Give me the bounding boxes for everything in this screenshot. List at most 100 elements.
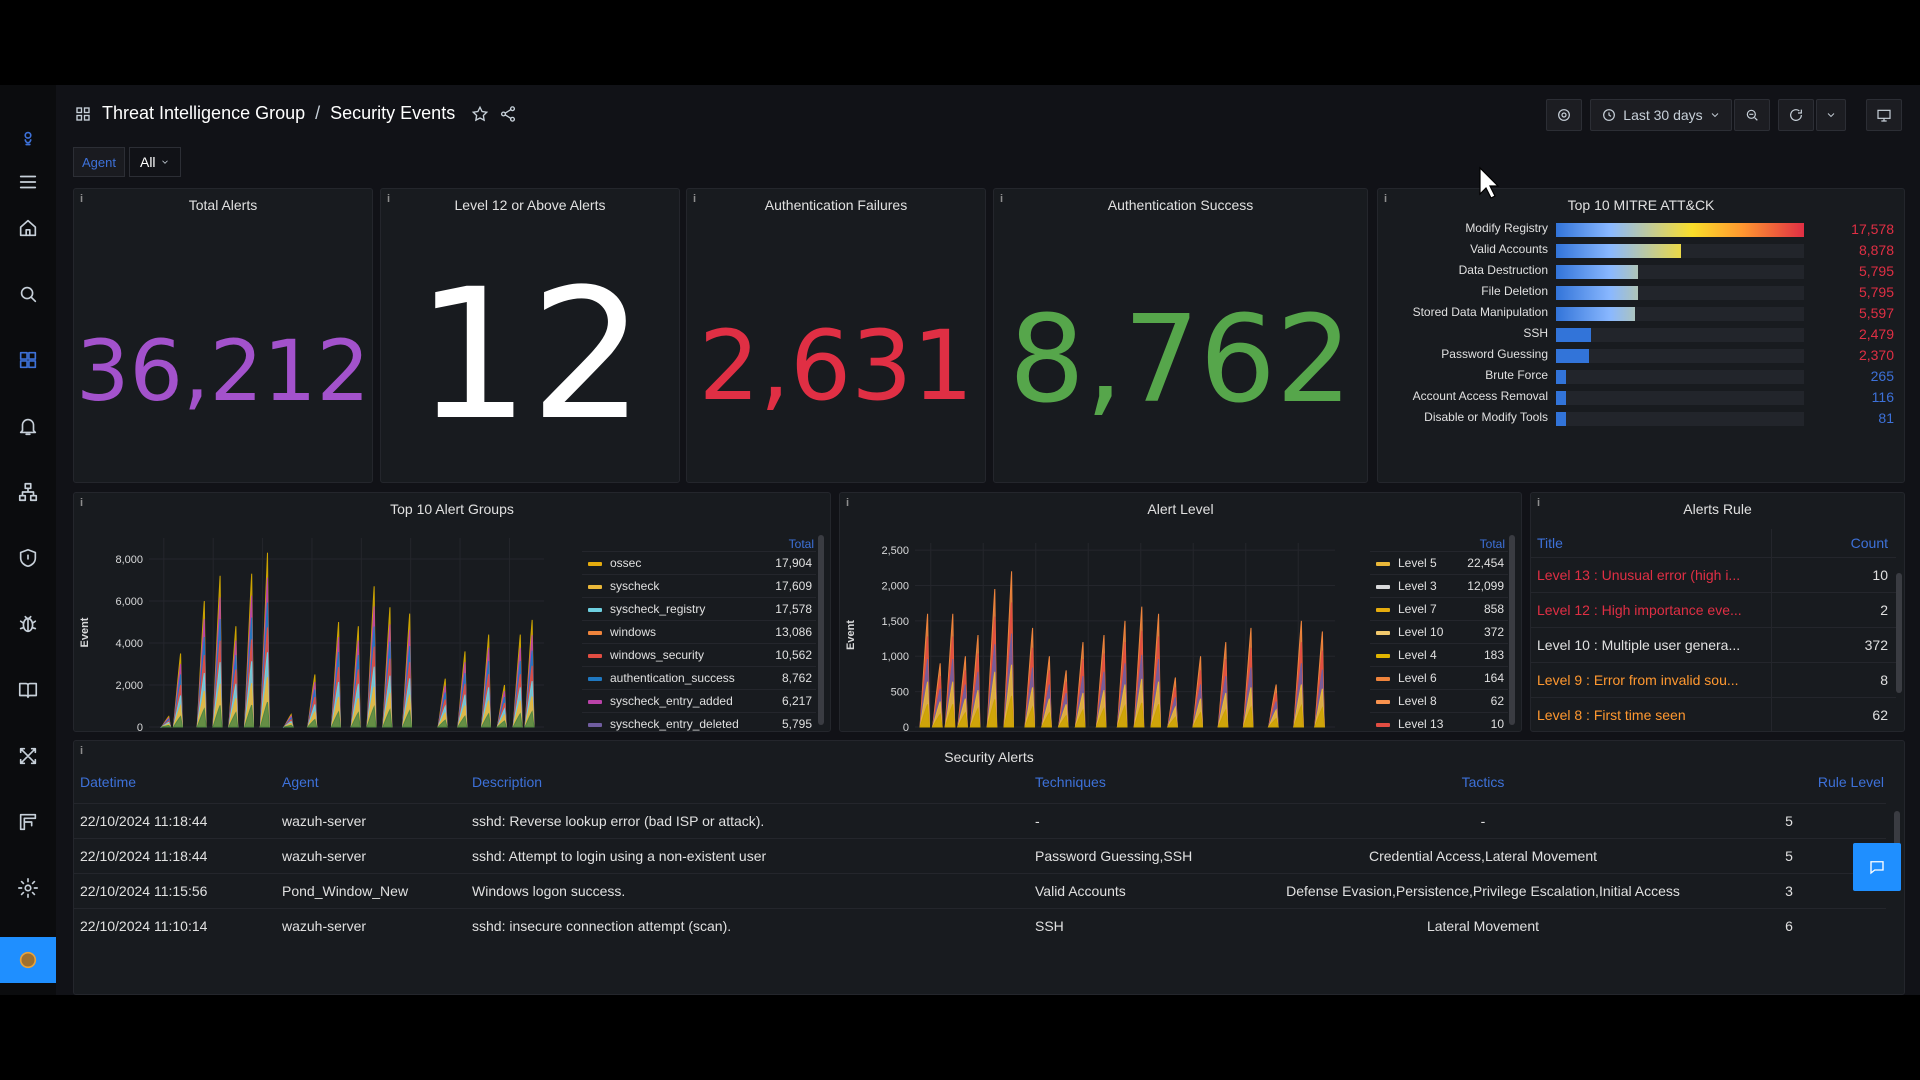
refresh-button[interactable] — [1778, 99, 1814, 131]
mitre-label: SSH — [1523, 326, 1548, 340]
legend-name: syscheck_entry_added — [610, 694, 733, 708]
alerts-rule-row[interactable]: Level 10 : Multiple user genera... 372 — [1531, 627, 1896, 663]
mitre-label: Account Access Removal — [1412, 389, 1548, 403]
chat-button[interactable] — [1853, 843, 1901, 891]
home-icon[interactable] — [0, 206, 56, 250]
mitre-row[interactable]: Account Access Removal 116 — [1378, 385, 1904, 409]
col-agent-header[interactable]: Agent — [282, 774, 319, 790]
refresh-interval-dropdown[interactable] — [1816, 99, 1846, 131]
alert-level-chart[interactable]: 05001,0001,5002,0002,500Event09/2309/271… — [840, 493, 1360, 732]
legend-total-header[interactable]: Total — [1479, 537, 1505, 551]
col-rule-level-header[interactable]: Rule Level — [1817, 774, 1884, 790]
flow-icon[interactable] — [0, 800, 56, 844]
legend-item[interactable]: syscheck 17,609 — [582, 574, 816, 597]
info-icon[interactable]: i — [1000, 193, 1004, 205]
breadcrumb-folder[interactable]: Threat Intelligence Group — [102, 103, 306, 123]
mitre-row[interactable]: File Deletion 5,795 — [1378, 280, 1904, 304]
mitre-row[interactable]: Password Guessing 2,370 — [1378, 343, 1904, 367]
tv-mode-button[interactable] — [1866, 99, 1902, 131]
alerting-icon[interactable] — [0, 404, 56, 448]
panel-total-alerts[interactable]: i Total Alerts 36,212 — [73, 188, 373, 483]
panel-security-alerts[interactable]: i Security Alerts Datetime Agent Descrip… — [73, 740, 1905, 995]
connections-icon[interactable] — [0, 470, 56, 514]
info-icon[interactable]: i — [693, 193, 697, 205]
col-description-header[interactable]: Description — [472, 774, 543, 790]
info-icon[interactable]: i — [846, 497, 850, 509]
legend-item[interactable]: windows 13,086 — [582, 620, 816, 643]
mitre-row[interactable]: Modify Registry 17,578 — [1378, 217, 1904, 241]
panel-alert-level[interactable]: i Alert Level 0 500 1,000 1,500 2,000 2,500 Ev… — [839, 492, 1522, 732]
panel-top-alert-groups[interactable]: i Top 10 Alert Groups 0 2,000 4,000 6,000 8,… — [73, 492, 831, 732]
legend-item[interactable]: authentication_success 8,762 — [582, 666, 816, 689]
panel-top-mitre[interactable]: i Top 10 MITRE ATT&CK Modify Registry 17,… — [1377, 188, 1905, 483]
legend-item[interactable]: syscheck_entry_deleted 5,795 — [582, 712, 816, 731]
alert-groups-chart[interactable]: 02,0004,0006,0008,000Event09/2309/2710/0… — [74, 493, 574, 732]
mitre-row[interactable]: SSH 2,479 — [1378, 322, 1904, 346]
share-icon[interactable] — [499, 105, 517, 123]
legend-item[interactable]: Level 4 183 — [1370, 643, 1508, 666]
panel-auth-success[interactable]: i Authentication Success 8,762 — [993, 188, 1368, 483]
legend-item[interactable]: Level 6 164 — [1370, 666, 1508, 689]
mitre-row[interactable]: Stored Data Manipulation 5,597 — [1378, 301, 1904, 325]
mitre-row[interactable]: Brute Force 265 — [1378, 364, 1904, 388]
info-icon[interactable]: i — [1384, 193, 1388, 205]
info-icon[interactable]: i — [387, 193, 391, 205]
zoom-out-button[interactable] — [1734, 99, 1770, 131]
legend-total-header[interactable]: Total — [788, 537, 814, 551]
user-avatar-icon[interactable] — [0, 937, 56, 983]
legend-swatch — [588, 608, 602, 612]
search-icon[interactable] — [0, 272, 56, 316]
mitre-row[interactable]: Disable or Modify Tools 81 — [1378, 406, 1904, 430]
panel-auth-failures[interactable]: i Authentication Failures 2,631 — [686, 188, 986, 483]
mitre-row[interactable]: Data Destruction 5,795 — [1378, 259, 1904, 283]
legend-item[interactable]: ossec 17,904 — [582, 551, 816, 574]
table-row[interactable]: 22/10/2024 11:10:14 wazuh-server sshd: ins… — [74, 908, 1886, 944]
table-row[interactable]: 22/10/2024 11:18:44 wazuh-server sshd: Rev… — [74, 803, 1886, 839]
cross-icon[interactable] — [0, 734, 56, 778]
legend-item[interactable]: Level 13 10 — [1370, 712, 1508, 731]
info-icon[interactable]: i — [80, 497, 84, 509]
info-icon[interactable]: i — [80, 745, 84, 757]
settings-button[interactable] — [1546, 99, 1582, 131]
panel-level-12-alerts[interactable]: i Level 12 or Above Alerts 12 — [380, 188, 680, 483]
col-tactics-header[interactable]: Tactics — [1461, 774, 1505, 790]
star-icon[interactable] — [471, 105, 489, 123]
legend-item[interactable]: Level 10 372 — [1370, 620, 1508, 643]
legend-item[interactable]: syscheck_registry 17,578 — [582, 597, 816, 620]
gear-icon[interactable] — [0, 866, 56, 910]
book-icon[interactable] — [0, 668, 56, 712]
legend-item[interactable]: Level 8 62 — [1370, 689, 1508, 712]
info-icon[interactable]: i — [80, 193, 84, 205]
alerts-rule-row[interactable]: Level 8 : First time seen 62 — [1531, 697, 1896, 731]
bug-icon[interactable] — [0, 602, 56, 646]
alerts-rule-row[interactable]: Level 13 : Unusual error (high i... 10 — [1531, 557, 1896, 593]
col-title-header[interactable]: Title — [1537, 535, 1563, 551]
table-row[interactable]: 22/10/2024 11:15:56 Pond_Window_New Window… — [74, 873, 1886, 909]
shield-icon[interactable] — [0, 536, 56, 580]
table-row[interactable]: 22/10/2024 11:18:44 wazuh-server sshd: Att… — [74, 838, 1886, 874]
panel-alerts-rule[interactable]: i Alerts Rule Title Count Level 13 : Unu… — [1530, 492, 1905, 732]
legend-item[interactable]: windows_security 10,562 — [582, 643, 816, 666]
col-count-header[interactable]: Count — [1850, 535, 1888, 551]
area-peak — [944, 704, 956, 728]
table-scrollbar[interactable] — [1896, 573, 1902, 693]
logo-icon[interactable] — [0, 117, 56, 161]
info-icon[interactable]: i — [1537, 497, 1541, 509]
col-techniques-header[interactable]: Techniques — [1035, 774, 1106, 790]
legend-scrollbar[interactable] — [818, 535, 824, 725]
agent-variable-select[interactable]: All — [128, 147, 181, 177]
legend-item[interactable]: Level 5 22,454 — [1370, 551, 1508, 574]
col-datetime-header[interactable]: Datetime — [80, 774, 137, 790]
legend-item[interactable]: syscheck_entry_added 6,217 — [582, 689, 816, 712]
legend-item[interactable]: Level 7 858 — [1370, 597, 1508, 620]
page-title: Security Events — [330, 103, 456, 123]
alerts-rule-row[interactable]: Level 9 : Error from invalid sou... 8 — [1531, 662, 1896, 698]
time-range-picker[interactable]: Last 30 days — [1590, 99, 1732, 131]
alerts-rule-row[interactable]: Level 12 : High importance eve... 2 — [1531, 592, 1896, 628]
table-scrollbar[interactable] — [1894, 811, 1900, 859]
menu-icon[interactable] — [0, 160, 56, 204]
mitre-row[interactable]: Valid Accounts 8,878 — [1378, 238, 1904, 262]
legend-scrollbar[interactable] — [1509, 535, 1515, 725]
dashboards-icon[interactable] — [0, 338, 56, 382]
legend-item[interactable]: Level 3 12,099 — [1370, 574, 1508, 597]
